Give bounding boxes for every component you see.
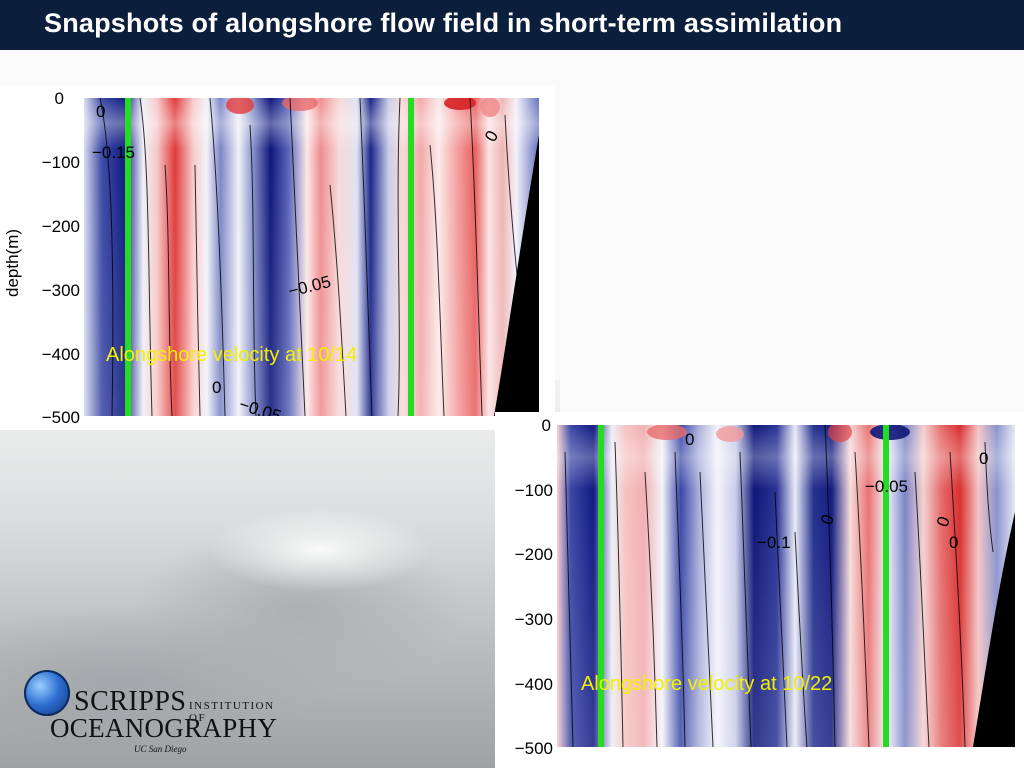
y-tick-label: −100	[515, 481, 553, 500]
y-tick-label: −200	[515, 545, 553, 564]
y-tick-label: −400	[515, 675, 553, 694]
y-tick-label: −500	[42, 408, 80, 427]
ocean-wave-background	[0, 380, 560, 768]
contour-label: 0	[949, 533, 958, 552]
y-tick-label: 0	[55, 89, 64, 108]
y-tick-label: −200	[42, 217, 80, 236]
title-bar: Snapshots of alongshore flow field in sh…	[0, 0, 1024, 50]
contour-label: 0	[979, 449, 988, 468]
velocity-plot-10-22: 0 0 −0.05 0 −0.1 0 0 Alongshore velocity…	[495, 412, 1024, 768]
plot-caption: Alongshore velocity at 10/14	[106, 344, 357, 366]
slide-title: Snapshots of alongshore flow field in sh…	[44, 8, 843, 38]
land-mask	[494, 135, 539, 416]
logo-text-ucsd: UC San Diego	[134, 744, 187, 754]
logo-text-institution: INSTITUTION OF	[189, 700, 275, 724]
contour-label: −0.15	[92, 143, 135, 162]
plot-caption: Alongshore velocity at 10/22	[581, 673, 832, 695]
y-tick-label: 0	[542, 416, 551, 435]
logo-text-oceanography: OCEANOGRAPHY	[50, 713, 278, 743]
y-axis-label: depth(m)	[3, 229, 22, 297]
y-tick-label: −300	[42, 281, 80, 300]
scripps-logo: SCRIPPS INSTITUTION OF OCEANOGRAPHY UC S…	[22, 668, 292, 760]
contour-label: 0	[685, 430, 694, 449]
y-tick-label: −300	[515, 610, 553, 629]
land-mask	[973, 512, 1015, 747]
globe-icon	[24, 670, 70, 716]
y-tick-label: −500	[515, 739, 553, 758]
contour-label: 0	[212, 378, 221, 397]
y-tick-label: −400	[42, 345, 80, 364]
velocity-plot-10-14: 0 −0.15 −0.05 0 −0.05 0 Alongshore veloc…	[0, 85, 555, 430]
y-tick-label: −100	[42, 153, 80, 172]
contour-label: −0.1	[757, 533, 791, 552]
logo-text-scripps: SCRIPPS	[74, 686, 187, 717]
contour-label: 0	[96, 102, 105, 121]
contour-label: −0.05	[865, 477, 908, 496]
